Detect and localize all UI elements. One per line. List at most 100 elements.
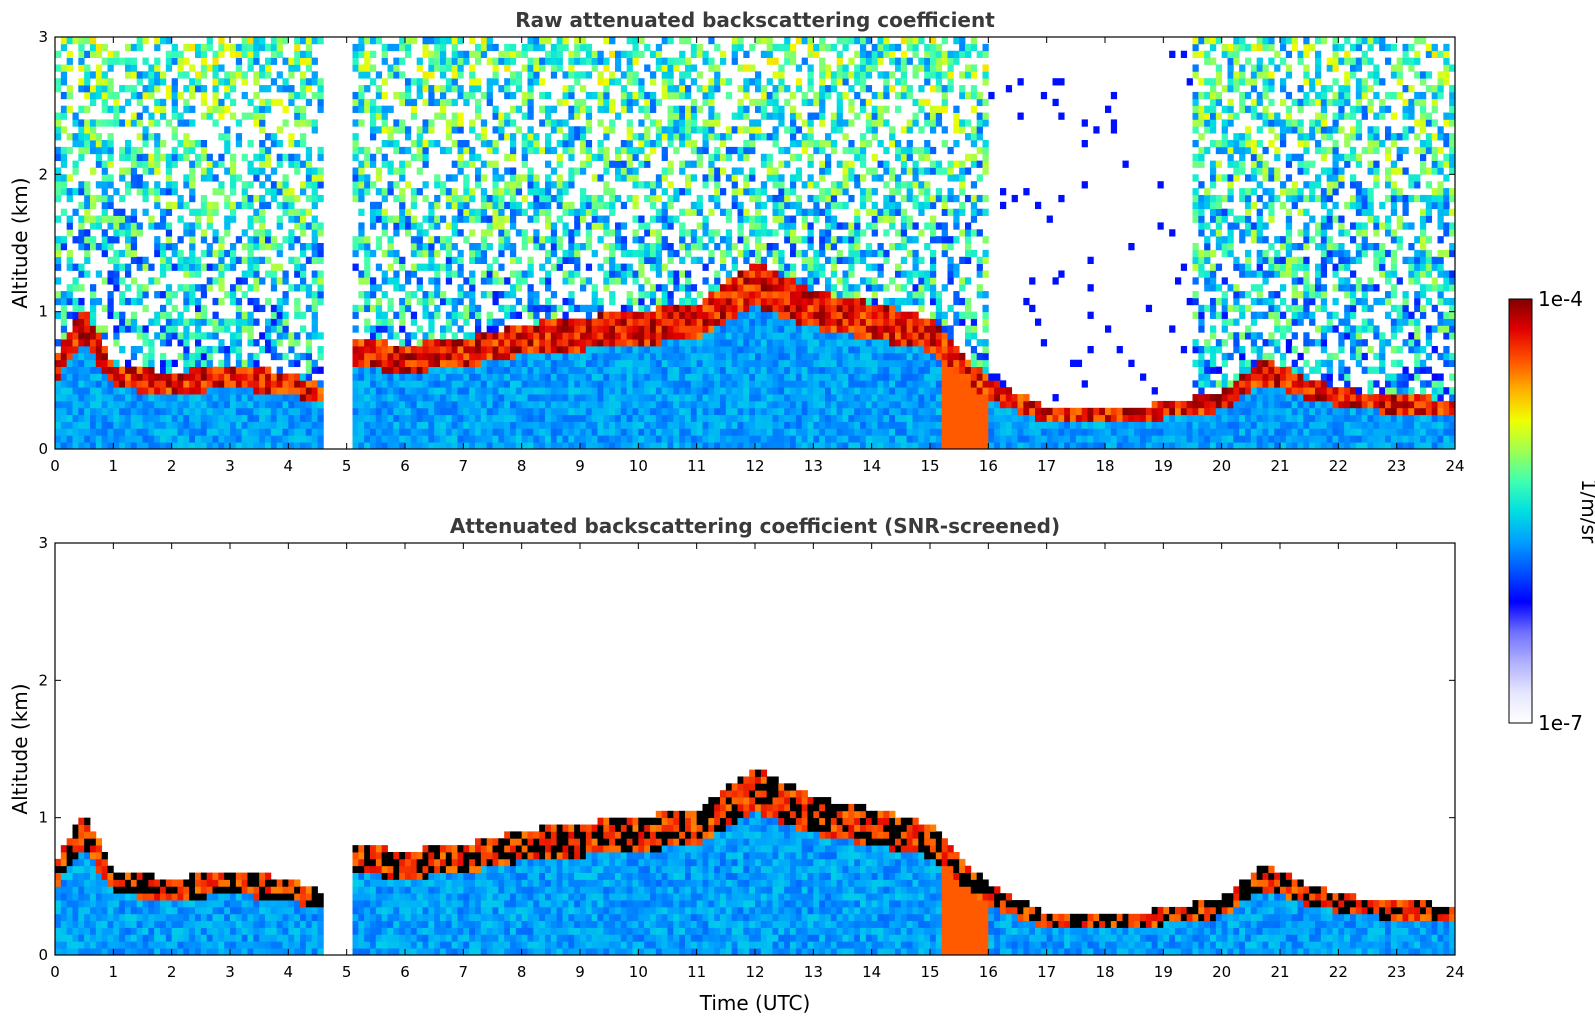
heatmap-cell [515, 387, 523, 395]
heatmap-cell [661, 311, 668, 319]
heatmap-cell [784, 37, 791, 45]
heatmap-cell [224, 263, 231, 271]
heatmap-cell [445, 249, 453, 258]
heatmap-cell [626, 153, 633, 161]
heatmap-cell [78, 442, 85, 449]
heatmap-cell [160, 435, 167, 443]
heatmap-cell [556, 366, 563, 374]
heatmap-cell [469, 153, 476, 161]
heatmap-cell [661, 325, 668, 333]
heatmap-cell [311, 215, 318, 223]
heatmap-cell [790, 435, 797, 443]
heatmap-cell [749, 140, 756, 148]
heatmap-cell [632, 229, 639, 237]
heatmap-cell [568, 112, 575, 120]
heatmap-cell [749, 64, 756, 72]
heatmap-cell [550, 400, 558, 409]
heatmap-cell [574, 414, 581, 422]
heatmap-cell [743, 236, 750, 244]
heatmap-cell [247, 222, 254, 230]
heatmap-cell [352, 167, 359, 175]
heatmap-cell [696, 428, 703, 436]
heatmap-cell [230, 160, 237, 168]
heatmap-cell [142, 284, 149, 292]
heatmap-cell [568, 229, 575, 237]
heatmap-cell [294, 270, 301, 278]
heatmap-cell [288, 71, 295, 79]
heatmap-cell [527, 352, 534, 361]
heatmap-cell [480, 352, 488, 361]
heatmap-cell [451, 50, 458, 58]
heatmap-cell [60, 126, 68, 134]
heatmap-cell [445, 373, 453, 381]
heatmap-cell [498, 414, 505, 422]
heatmap-cell [568, 435, 575, 443]
heatmap-cell [445, 263, 453, 271]
heatmap-cell [545, 236, 552, 244]
heatmap-cell [737, 428, 744, 436]
heatmap-cell [784, 188, 791, 196]
heatmap-cell [212, 311, 219, 319]
heatmap-cell [469, 366, 476, 374]
heatmap-cell [154, 167, 161, 175]
heatmap-cell [375, 318, 383, 326]
heatmap-cell [655, 140, 663, 148]
heatmap-cell [533, 229, 540, 237]
heatmap-cell [469, 270, 476, 278]
heatmap-cell [702, 181, 709, 189]
heatmap-cell [545, 332, 552, 340]
heatmap-cell [212, 119, 219, 127]
heatmap-cell [469, 215, 476, 223]
heatmap-cell [539, 394, 546, 402]
heatmap-cell [737, 249, 744, 258]
heatmap-cell [445, 435, 453, 443]
heatmap-cell [784, 201, 791, 210]
heatmap-cell [550, 339, 558, 347]
heatmap-cell [708, 352, 715, 361]
heatmap-cell [253, 167, 260, 175]
heatmap-cell [241, 435, 248, 443]
heatmap-cell [66, 174, 73, 182]
heatmap-cell [60, 297, 68, 306]
heatmap-cell [428, 119, 435, 127]
heatmap-cell [475, 359, 482, 367]
heatmap-cell [405, 85, 412, 93]
heatmap-cell [556, 57, 563, 65]
heatmap-cell [720, 50, 727, 58]
heatmap-cell [778, 373, 785, 381]
heatmap-cell [620, 263, 628, 271]
heatmap-cell [101, 174, 108, 182]
heatmap-cell [78, 394, 85, 402]
heatmap-cell [428, 50, 435, 58]
heatmap-cell [457, 256, 464, 264]
heatmap-cell [387, 188, 394, 196]
heatmap-cell [545, 194, 552, 203]
heatmap-cell [422, 146, 429, 155]
heatmap-cell [241, 270, 248, 278]
heatmap-cell [165, 414, 173, 422]
heatmap-cell [300, 85, 307, 93]
heatmap-cell [469, 64, 476, 72]
heatmap-cell [230, 112, 237, 120]
heatmap-cell [463, 346, 470, 354]
heatmap-cell [521, 133, 528, 141]
heatmap-cell [498, 174, 505, 182]
heatmap-cell [696, 332, 703, 340]
heatmap-cell [463, 380, 470, 388]
heatmap-cell [778, 78, 785, 86]
heatmap-cell [515, 359, 523, 367]
heatmap-cell [381, 91, 388, 100]
heatmap-cell [66, 373, 73, 381]
heatmap-cell [720, 339, 727, 347]
heatmap-cell [650, 400, 657, 409]
heatmap-cell [428, 332, 435, 340]
heatmap-cell [84, 201, 91, 210]
heatmap-cell [358, 387, 365, 395]
heatmap-cell [556, 339, 563, 347]
heatmap-cell [626, 304, 633, 313]
heatmap-cell [498, 277, 505, 285]
heatmap-cell [679, 297, 686, 306]
heatmap-cell [72, 400, 79, 409]
heatmap-cell [632, 91, 639, 100]
heatmap-cell [288, 400, 295, 409]
